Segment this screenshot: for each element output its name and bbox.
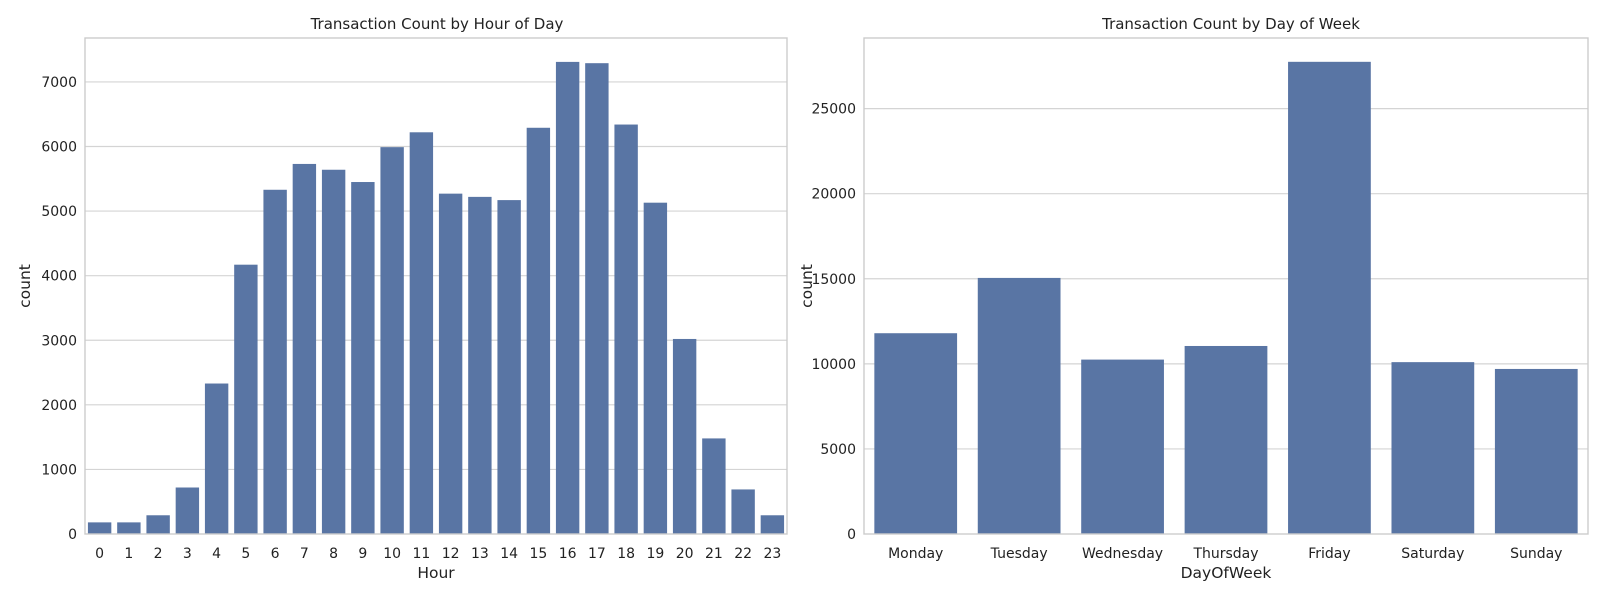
- hour-xtick-label: 19: [646, 546, 664, 562]
- hour-xtick-label: 1: [124, 546, 133, 562]
- hour-ytick-label: 5000: [41, 204, 77, 220]
- hour-bar-4: [204, 383, 229, 534]
- hour-xtick-label: 23: [763, 546, 781, 562]
- hour-ytick-label: 0: [68, 527, 77, 543]
- hour-chart-frame: [84, 37, 788, 535]
- day-xtick-label: Friday: [1308, 546, 1350, 562]
- hour-xtick-label: 15: [529, 546, 547, 562]
- day-chart-frame: [863, 37, 1589, 535]
- hour-bar-22: [731, 489, 755, 534]
- hour-chart-title: Transaction Count by Hour of Day: [310, 15, 564, 33]
- hour-xtick-label: 14: [500, 546, 518, 562]
- day-ytick-label: 0: [847, 527, 856, 543]
- hour-bar-13: [468, 196, 492, 534]
- day-chart-ylabel: count: [798, 264, 816, 308]
- hour-bar-23: [760, 515, 785, 534]
- hour-xtick-label: 22: [734, 546, 752, 562]
- hour-xtick-label: 10: [383, 546, 401, 562]
- hour-xtick-label: 8: [329, 546, 338, 562]
- day-bar-sunday: [1494, 368, 1578, 534]
- hour-chart: Transaction Count by Hour of Day 0100020…: [16, 15, 788, 582]
- day-ytick-label: 10000: [811, 357, 856, 373]
- day-bar-thursday: [1184, 345, 1268, 534]
- hour-bar-17: [585, 63, 609, 534]
- day-xtick-label: Tuesday: [990, 546, 1048, 562]
- day-xtick-label: Saturday: [1401, 546, 1464, 562]
- hour-chart-ylabel: count: [16, 264, 34, 308]
- day-ytick-label: 5000: [820, 442, 856, 458]
- hour-bar-19: [643, 202, 668, 534]
- hour-xtick-label: 12: [442, 546, 460, 562]
- day-bar-saturday: [1391, 362, 1475, 534]
- day-bar-monday: [874, 333, 958, 534]
- day-chart: Transaction Count by Day of Week 0 5000 10…: [798, 15, 1589, 582]
- hour-bar-10: [380, 147, 404, 535]
- hour-xtick-label: 3: [183, 546, 192, 562]
- hour-bar-9: [351, 182, 375, 535]
- hour-ytick-label: 7000: [41, 75, 77, 91]
- hour-xtick-label: 13: [471, 546, 489, 562]
- hour-ytick-label: 2000: [41, 398, 77, 414]
- hour-xtick-label: 2: [154, 546, 163, 562]
- day-xtick-label: Wednesday: [1082, 546, 1163, 562]
- hour-bar-21: [702, 438, 726, 534]
- hour-bar-15: [526, 127, 551, 534]
- hour-xtick-label: 0: [95, 546, 104, 562]
- hour-bar-6: [263, 189, 287, 535]
- hour-bar-18: [614, 124, 638, 535]
- hour-ytick-label: 4000: [41, 269, 77, 285]
- hour-bar-0: [87, 522, 112, 534]
- hour-xtick-label: 21: [705, 546, 723, 562]
- hour-xtick-label: 16: [559, 546, 577, 562]
- hour-bar-1: [117, 522, 141, 534]
- hour-bar-7: [292, 163, 317, 534]
- day-bar-wednesday: [1081, 359, 1164, 534]
- hour-xtick-label: 18: [617, 546, 635, 562]
- day-ytick-label: 15000: [811, 272, 856, 288]
- day-xtick-label: Sunday: [1510, 546, 1562, 562]
- hour-bar-8: [321, 169, 346, 534]
- day-bar-tuesday: [977, 277, 1061, 534]
- hour-ytick-label: 6000: [41, 140, 77, 156]
- day-ytick-label: 20000: [811, 187, 856, 203]
- day-chart-title: Transaction Count by Day of Week: [1101, 15, 1360, 33]
- hour-bar-2: [146, 515, 170, 534]
- hour-bar-5: [234, 264, 258, 534]
- hour-xtick-label: 5: [241, 546, 250, 562]
- day-bar-friday: [1288, 61, 1371, 534]
- hour-ytick-label: 3000: [41, 333, 77, 349]
- hour-xtick-label: 4: [212, 546, 221, 562]
- hour-xtick-label: 6: [271, 546, 280, 562]
- hour-bar-20: [672, 338, 697, 534]
- day-chart-xlabel: DayOfWeek: [1181, 564, 1272, 582]
- day-xtick-label: Thursday: [1192, 546, 1258, 562]
- day-ytick-label: 25000: [811, 102, 856, 118]
- hour-bar-11: [409, 132, 434, 534]
- hour-bar-3: [175, 487, 200, 534]
- hour-bar-14: [497, 200, 521, 534]
- day-xtick-label: Monday: [888, 546, 943, 562]
- hour-bar-12: [438, 193, 463, 535]
- hour-xtick-label: 7: [300, 546, 309, 562]
- hour-xtick-label: 17: [588, 546, 606, 562]
- hour-xtick-label: 11: [412, 546, 430, 562]
- hour-ytick-label: 1000: [41, 462, 77, 478]
- hour-xtick-label: 9: [358, 546, 367, 562]
- hour-bar-16: [555, 61, 580, 534]
- hour-chart-xlabel: Hour: [417, 564, 455, 582]
- hour-xtick-label: 20: [676, 546, 694, 562]
